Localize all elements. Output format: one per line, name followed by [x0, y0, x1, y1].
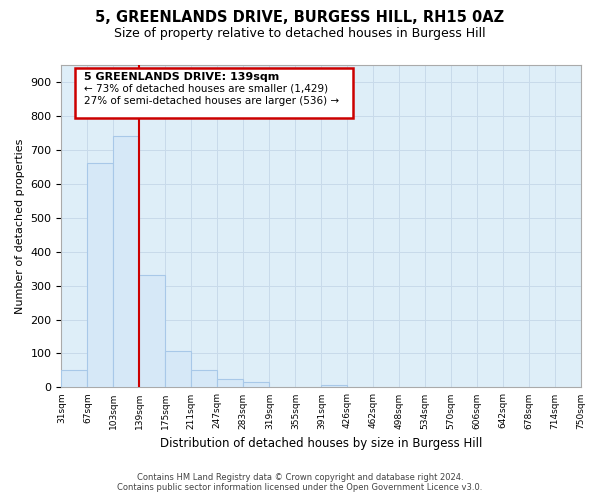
Bar — [113, 136, 139, 388]
FancyBboxPatch shape — [75, 68, 353, 117]
Y-axis label: Number of detached properties: Number of detached properties — [15, 138, 25, 314]
Bar — [61, 370, 88, 388]
Bar — [139, 276, 166, 388]
Text: ← 73% of detached houses are smaller (1,429): ← 73% of detached houses are smaller (1,… — [84, 84, 328, 94]
Text: Contains HM Land Registry data © Crown copyright and database right 2024.
Contai: Contains HM Land Registry data © Crown c… — [118, 473, 482, 492]
Bar — [322, 384, 347, 388]
Bar — [217, 379, 244, 388]
Text: 5 GREENLANDS DRIVE: 139sqm: 5 GREENLANDS DRIVE: 139sqm — [84, 72, 279, 82]
Bar — [88, 164, 113, 388]
Text: 5, GREENLANDS DRIVE, BURGESS HILL, RH15 0AZ: 5, GREENLANDS DRIVE, BURGESS HILL, RH15 … — [95, 10, 505, 25]
Bar — [244, 382, 269, 388]
Bar — [166, 351, 191, 388]
Bar — [191, 370, 217, 388]
Text: Size of property relative to detached houses in Burgess Hill: Size of property relative to detached ho… — [114, 28, 486, 40]
Text: 27% of semi-detached houses are larger (536) →: 27% of semi-detached houses are larger (… — [84, 96, 339, 106]
X-axis label: Distribution of detached houses by size in Burgess Hill: Distribution of detached houses by size … — [160, 437, 482, 450]
